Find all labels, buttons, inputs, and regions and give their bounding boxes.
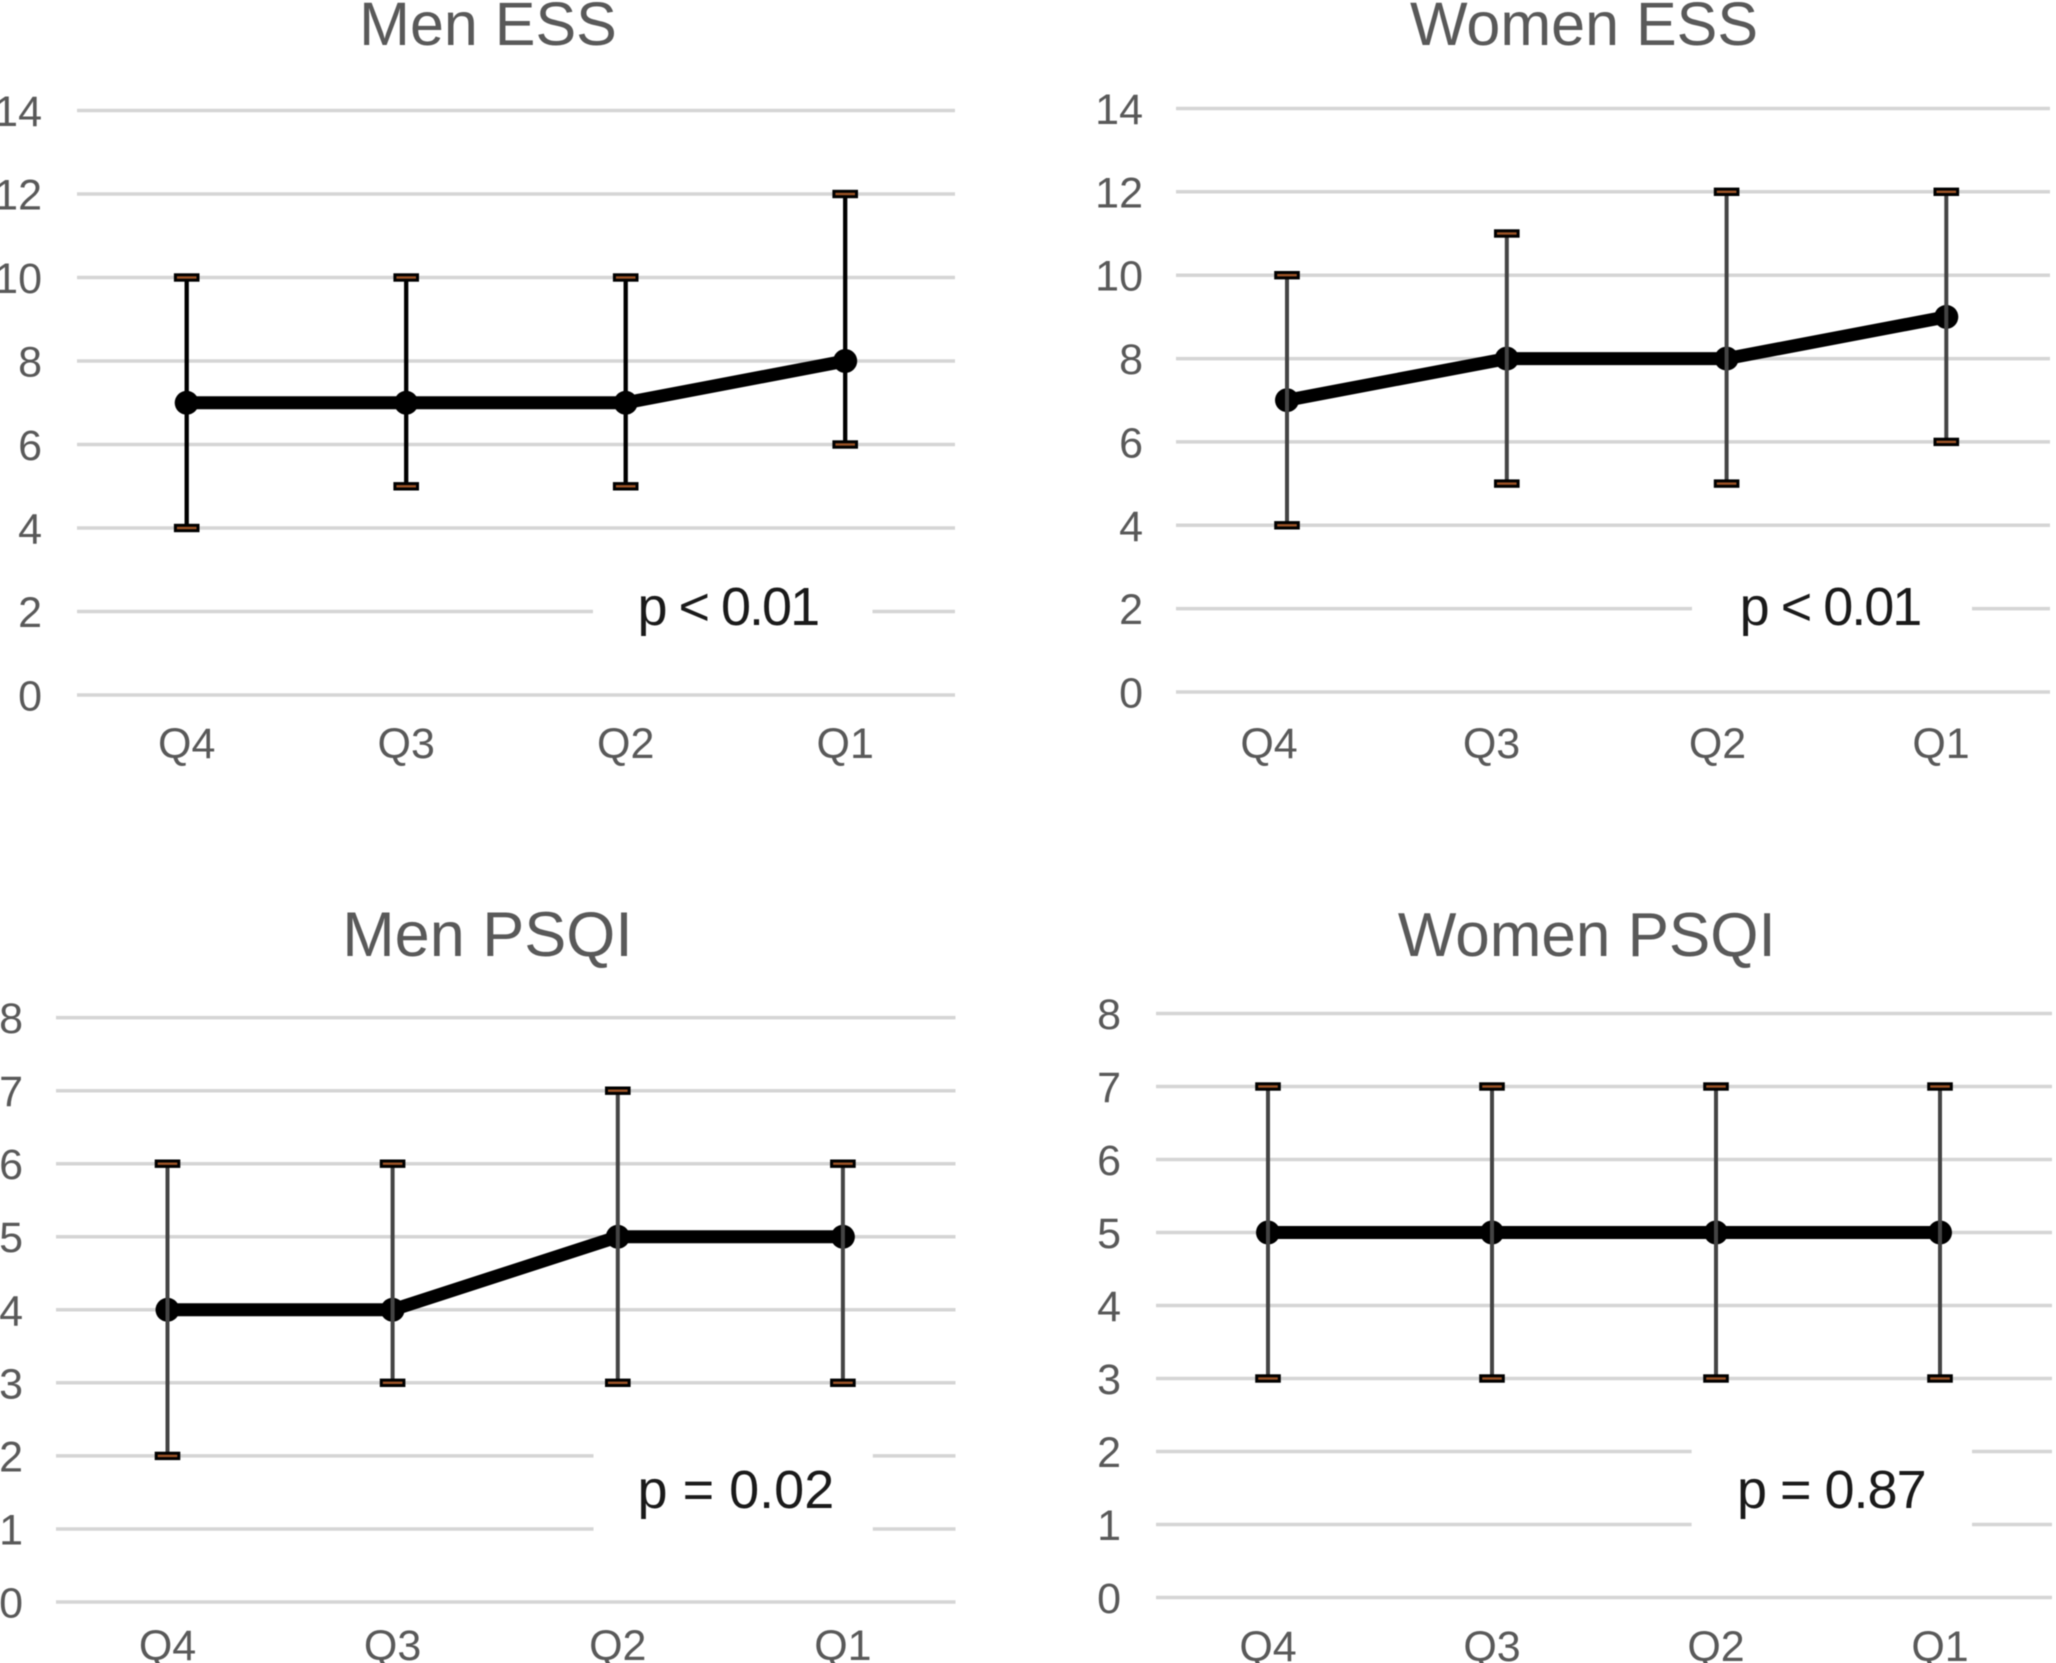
svg-text:8: 8 (1119, 336, 1143, 384)
svg-text:Men PSQI: Men PSQI (342, 900, 633, 970)
svg-text:p = 0.02: p = 0.02 (638, 1460, 835, 1520)
svg-text:2: 2 (0, 1433, 23, 1481)
svg-text:Q3: Q3 (378, 720, 435, 768)
svg-text:4: 4 (0, 1287, 23, 1335)
svg-text:Men ESS: Men ESS (359, 0, 617, 58)
svg-text:Q1: Q1 (817, 720, 874, 768)
svg-text:5: 5 (0, 1214, 23, 1262)
svg-text:0: 0 (1119, 670, 1143, 718)
svg-text:6: 6 (1097, 1137, 1121, 1185)
svg-text:6: 6 (18, 422, 42, 470)
svg-text:Q4: Q4 (1239, 1623, 1296, 1663)
svg-text:Q2: Q2 (1687, 1623, 1744, 1663)
svg-text:6: 6 (0, 1141, 23, 1189)
svg-text:p < 0.01: p < 0.01 (1740, 577, 1921, 637)
svg-text:4: 4 (18, 506, 42, 554)
svg-text:8: 8 (1097, 991, 1121, 1039)
svg-text:2: 2 (1119, 586, 1143, 634)
svg-text:4: 4 (1097, 1283, 1121, 1331)
svg-text:Q3: Q3 (364, 1622, 421, 1663)
svg-text:Q2: Q2 (1689, 720, 1746, 768)
svg-text:0: 0 (1097, 1575, 1121, 1623)
svg-text:14: 14 (0, 88, 42, 136)
svg-text:Q3: Q3 (1463, 1623, 1520, 1663)
svg-text:Q2: Q2 (597, 720, 654, 768)
svg-text:14: 14 (1095, 86, 1143, 134)
svg-text:12: 12 (1095, 169, 1143, 217)
svg-text:8: 8 (0, 995, 23, 1043)
svg-text:3: 3 (0, 1360, 23, 1408)
svg-text:p < 0.01: p < 0.01 (637, 577, 818, 637)
svg-text:Q4: Q4 (1240, 720, 1297, 768)
svg-text:10: 10 (1095, 253, 1143, 301)
svg-text:2: 2 (1097, 1429, 1121, 1477)
svg-text:Women ESS: Women ESS (1410, 0, 1758, 58)
svg-text:1: 1 (0, 1507, 23, 1555)
svg-text:10: 10 (0, 255, 42, 303)
svg-text:4: 4 (1119, 503, 1143, 551)
svg-text:Q2: Q2 (589, 1622, 646, 1663)
svg-text:3: 3 (1097, 1356, 1121, 1404)
svg-text:Q1: Q1 (1911, 1623, 1968, 1663)
svg-text:8: 8 (18, 339, 42, 387)
svg-text:6: 6 (1119, 419, 1143, 467)
svg-text:2: 2 (18, 589, 42, 637)
svg-text:0: 0 (0, 1580, 23, 1628)
svg-text:Q4: Q4 (139, 1622, 196, 1663)
svg-text:12: 12 (0, 172, 42, 220)
svg-text:Q4: Q4 (158, 720, 215, 768)
svg-text:1: 1 (1097, 1502, 1121, 1550)
svg-text:Q1: Q1 (1912, 720, 1969, 768)
svg-text:7: 7 (1097, 1064, 1121, 1112)
svg-text:Q3: Q3 (1463, 720, 1520, 768)
svg-text:Women PSQI: Women PSQI (1398, 901, 1776, 970)
svg-text:5: 5 (1097, 1210, 1121, 1258)
svg-text:Q1: Q1 (814, 1622, 871, 1663)
svg-text:p = 0.87: p = 0.87 (1737, 1460, 1926, 1520)
svg-text:7: 7 (0, 1068, 23, 1116)
svg-text:0: 0 (18, 673, 42, 721)
